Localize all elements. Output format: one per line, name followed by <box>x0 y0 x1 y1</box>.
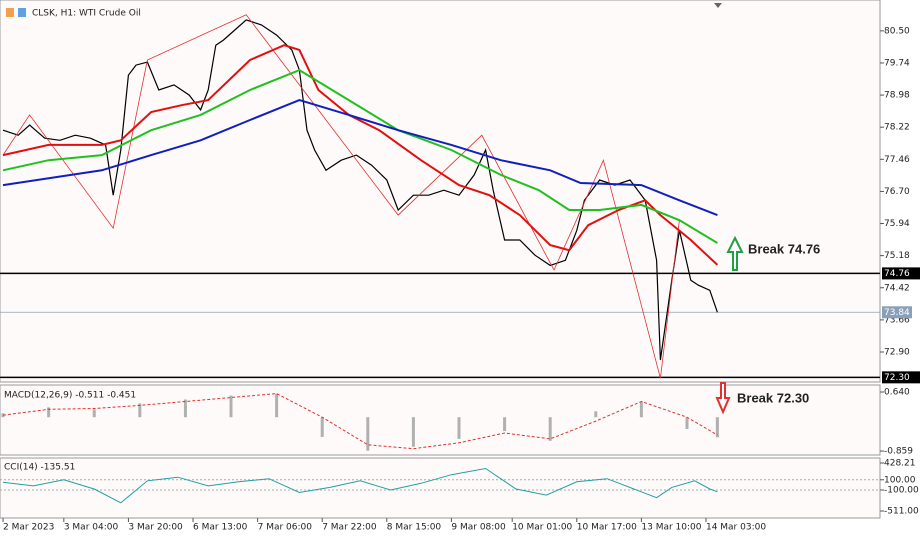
series-line <box>2 467 718 504</box>
y-tick-label: -511.00 <box>884 506 919 516</box>
x-tick-label: 7 Mar 22:00 <box>322 523 377 533</box>
x-tick-label: 6 Mar 13:00 <box>193 523 248 533</box>
cci-title: CCI(14) -135.51 <box>4 463 75 473</box>
last-price-box <box>882 306 912 319</box>
histogram-bar <box>183 399 187 418</box>
histogram-bar <box>366 417 370 451</box>
histogram-bar <box>411 417 415 447</box>
macd-panel <box>0 384 881 456</box>
y-tick-label: -0.859 <box>884 447 913 457</box>
y-tick-label: 74.42 <box>884 283 910 293</box>
icon <box>6 8 14 17</box>
histogram-bar <box>229 395 233 418</box>
x-tick-label: 9 Mar 08:00 <box>451 523 506 533</box>
shift-marker <box>714 3 722 8</box>
series-line <box>2 44 719 266</box>
down-arrow <box>715 382 731 415</box>
y-tick-label: 73.66 <box>884 315 910 325</box>
x-tick-label: 8 Mar 15:00 <box>387 523 442 533</box>
series-line <box>2 393 718 450</box>
y-tick-label: 78.98 <box>884 91 910 101</box>
x-tick-label: 2 Mar 2023 <box>3 523 54 533</box>
histogram-bar <box>639 401 643 418</box>
y-tick-label: 78.22 <box>884 123 910 133</box>
series-line <box>2 14 680 379</box>
histogram-bar <box>503 417 507 431</box>
level-label: 72.30 <box>884 373 910 383</box>
histogram-bar <box>685 417 689 430</box>
annotation: Break 74.76 <box>748 241 820 256</box>
histogram-bar <box>138 403 142 418</box>
y-tick-label: 0.640 <box>884 388 910 398</box>
x-tick-label: 7 Mar 06:00 <box>258 523 313 533</box>
y-tick-label: 77.46 <box>884 155 910 165</box>
level-box <box>882 267 920 280</box>
cci-panel <box>0 457 881 519</box>
chart-title: CLSK, H1: WTI Crude Oil <box>32 9 141 19</box>
y-tick-label: 428.21 <box>884 458 916 468</box>
y-tick-label: 100.00 <box>884 475 916 485</box>
histogram-bar <box>457 417 461 439</box>
y-tick-label: 75.18 <box>884 251 910 261</box>
level-label: 74.76 <box>884 269 910 279</box>
x-tick-label: 3 Mar 20:00 <box>128 523 183 533</box>
histogram-bar <box>92 409 96 418</box>
annotation: Break 72.30 <box>737 390 809 405</box>
x-tick-label: 10 Mar 01:00 <box>512 523 572 533</box>
series-line <box>2 99 718 217</box>
y-tick-label: 72.90 <box>884 347 910 357</box>
y-tick-label: 80.50 <box>884 26 910 36</box>
up-arrow <box>726 235 744 271</box>
x-tick-label: 14 Mar 03:00 <box>706 523 766 533</box>
last-price-label: 73.84 <box>884 308 910 318</box>
histogram-bar <box>594 411 598 418</box>
histogram-bar <box>715 417 719 438</box>
histogram-bar <box>548 417 552 441</box>
histogram-bar <box>275 393 279 418</box>
level-box <box>882 371 920 384</box>
x-tick-label: 13 Mar 10:00 <box>641 523 701 533</box>
macd-title: MACD(12,26,9) -0.511 -0.451 <box>4 391 136 401</box>
icon <box>18 8 26 17</box>
x-tick-label: 3 Mar 04:00 <box>64 523 119 533</box>
y-tick-label: 79.74 <box>884 58 910 68</box>
y-tick-label: 76.70 <box>884 187 910 197</box>
y-tick-label: 75.94 <box>884 219 910 229</box>
x-tick-label: 10 Mar 17:00 <box>577 523 637 533</box>
histogram-bar <box>47 407 51 418</box>
y-tick-label: -100.00 <box>884 485 919 495</box>
histogram-bar <box>320 417 324 437</box>
